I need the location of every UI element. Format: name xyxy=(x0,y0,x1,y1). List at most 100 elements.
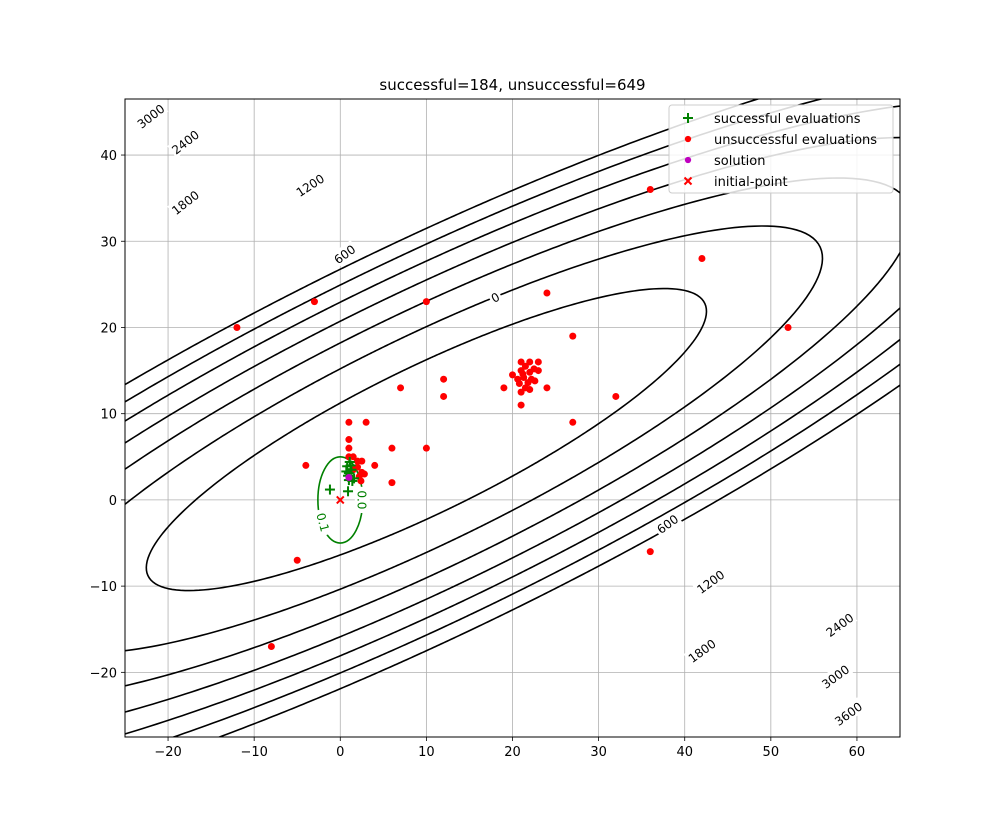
objective-contour-label-bg xyxy=(683,634,720,667)
x-tick-label: 30 xyxy=(590,745,607,760)
unsuccessful-evaluations-point xyxy=(371,461,379,469)
objective-contour-line xyxy=(125,177,900,687)
x-tick-label: −10 xyxy=(240,745,267,760)
unsuccessful-evaluations-point xyxy=(646,548,654,556)
unsuccessful-evaluations-point xyxy=(698,255,706,262)
unsuccessful-evaluations-point xyxy=(422,298,430,306)
unsuccessful-evaluations-point xyxy=(388,444,396,452)
unsuccessful-evaluations-point xyxy=(534,367,542,375)
unsuccessful-evaluations-point xyxy=(500,384,508,392)
unsuccessful-evaluations-point xyxy=(360,470,368,478)
successful-evaluations-point xyxy=(341,466,352,477)
unsuccessful-evaluations-point xyxy=(349,453,357,461)
unsuccessful-evaluations-point xyxy=(440,375,448,383)
successful-evaluations-point xyxy=(343,486,354,497)
unsuccessful-evaluations-point xyxy=(521,362,529,370)
x-axis-ticks: −20 −10 0 10 20 30 40 50 60 xyxy=(154,737,865,760)
unsuccessful-evaluations-point xyxy=(526,386,534,394)
contour-labels: 0600120018002400300060012001800240030003… xyxy=(132,99,867,730)
objective-contour-label-bg xyxy=(132,99,169,133)
constraint-contour-label: 0.1 xyxy=(312,507,335,537)
objective-contour-label: 2400 xyxy=(821,608,858,641)
unsuccessful-evaluations-point xyxy=(612,392,620,400)
unsuccessful-evaluations-point xyxy=(646,186,654,194)
objective-contour-line xyxy=(125,99,900,737)
objective-contour-label: 1200 xyxy=(692,565,729,598)
y-tick-label: 40 xyxy=(100,149,117,164)
y-tick-label: 0 xyxy=(109,494,117,509)
x-tick-label: 60 xyxy=(849,745,866,760)
objective-contour-label: 1200 xyxy=(291,169,329,201)
objective-contour-label: 3600 xyxy=(830,697,867,730)
objective-contour-line xyxy=(125,225,824,652)
objective-contour-label: 0 xyxy=(486,287,504,307)
y-tick-label: 30 xyxy=(100,235,117,250)
objective-contour-label: 3000 xyxy=(132,99,169,133)
x-tick-label: 50 xyxy=(763,745,780,760)
objective-contour-line xyxy=(125,99,900,737)
y-tick-label: −10 xyxy=(90,580,117,595)
unsuccessful-evaluations-point xyxy=(302,461,310,469)
objective-contour-line xyxy=(125,136,900,713)
unsuccessful-evaluations-point xyxy=(569,418,577,426)
unsuccessful-evaluations-point xyxy=(519,370,527,378)
x-tick-label: 20 xyxy=(504,745,521,760)
initial-point-point xyxy=(336,495,345,505)
initial-point-point-b xyxy=(336,495,345,505)
unsuccessful-evaluations-point xyxy=(534,358,542,366)
unsuccessful-evaluations-point xyxy=(357,477,365,485)
legend-marker xyxy=(683,176,693,186)
x-tick-label: 0 xyxy=(336,745,344,760)
successful-evaluations-point xyxy=(345,460,356,471)
solution-point xyxy=(345,473,353,481)
unsuccessful-evaluations-point xyxy=(440,392,448,400)
data-points xyxy=(233,186,792,650)
legend-marker-b xyxy=(683,176,693,186)
objective-contour-label-bg xyxy=(652,509,683,538)
chart-title: successful=184, unsuccessful=649 xyxy=(379,76,645,94)
legend-label: solution xyxy=(714,154,765,169)
unsuccessful-evaluations-point xyxy=(517,401,525,409)
objective-contour-label-bg xyxy=(821,608,858,641)
unsuccessful-evaluations-point xyxy=(515,380,523,388)
objective-contour-label: 600 xyxy=(329,240,360,268)
constraint-contour-label-text: 0.0 xyxy=(354,490,368,509)
constraint-contour-label-bg xyxy=(312,507,335,537)
unsuccessful-evaluations-point xyxy=(233,323,241,331)
objective-contour-label-bg xyxy=(830,697,867,730)
unsuccessful-evaluations-point xyxy=(543,289,551,297)
unsuccessful-evaluations-point xyxy=(358,457,366,465)
unsuccessful-evaluations-point xyxy=(569,332,577,340)
y-tick-label: −20 xyxy=(90,666,117,681)
unsuccessful-evaluations-point xyxy=(345,418,353,426)
objective-contour-label: 1800 xyxy=(683,634,720,667)
unsuccessful-evaluations-point xyxy=(345,436,353,444)
unsuccessful-evaluations-point xyxy=(526,368,534,376)
constraint-contour-label-text: 0.1 xyxy=(313,511,331,533)
constraint-contour-label-bg xyxy=(354,486,370,513)
unsuccessful-evaluations-point xyxy=(345,444,353,452)
objective-contour-line xyxy=(125,105,900,735)
objective-contour-label-bg xyxy=(486,287,504,307)
objective-contour-label: 2400 xyxy=(167,125,203,158)
legend-marker xyxy=(683,113,693,123)
y-axis-ticks: −20 −10 0 10 20 30 40 xyxy=(90,149,125,681)
unsuccessful-evaluations-point xyxy=(509,371,516,379)
unsuccessful-evaluations-point xyxy=(293,556,301,564)
legend-box xyxy=(668,104,894,194)
unsuccessful-evaluations-point xyxy=(310,298,318,306)
objective-contour-label: 3000 xyxy=(817,660,854,693)
unsuccessful-evaluations-point xyxy=(517,388,525,396)
grid xyxy=(125,99,900,737)
constraint-contour-label: 0.0 xyxy=(354,486,370,513)
unsuccessful-evaluations-point xyxy=(543,384,551,392)
objective-contour-label-bg xyxy=(817,660,854,693)
y-tick-label: 10 xyxy=(100,408,117,423)
unsuccessful-evaluations-point xyxy=(267,642,275,650)
legend-marker xyxy=(684,156,692,164)
successful-evaluations-point xyxy=(324,484,335,495)
unsuccessful-evaluations-point xyxy=(526,358,534,366)
x-tick-label: −20 xyxy=(154,745,181,760)
objective-contour-label: 1800 xyxy=(167,185,203,219)
